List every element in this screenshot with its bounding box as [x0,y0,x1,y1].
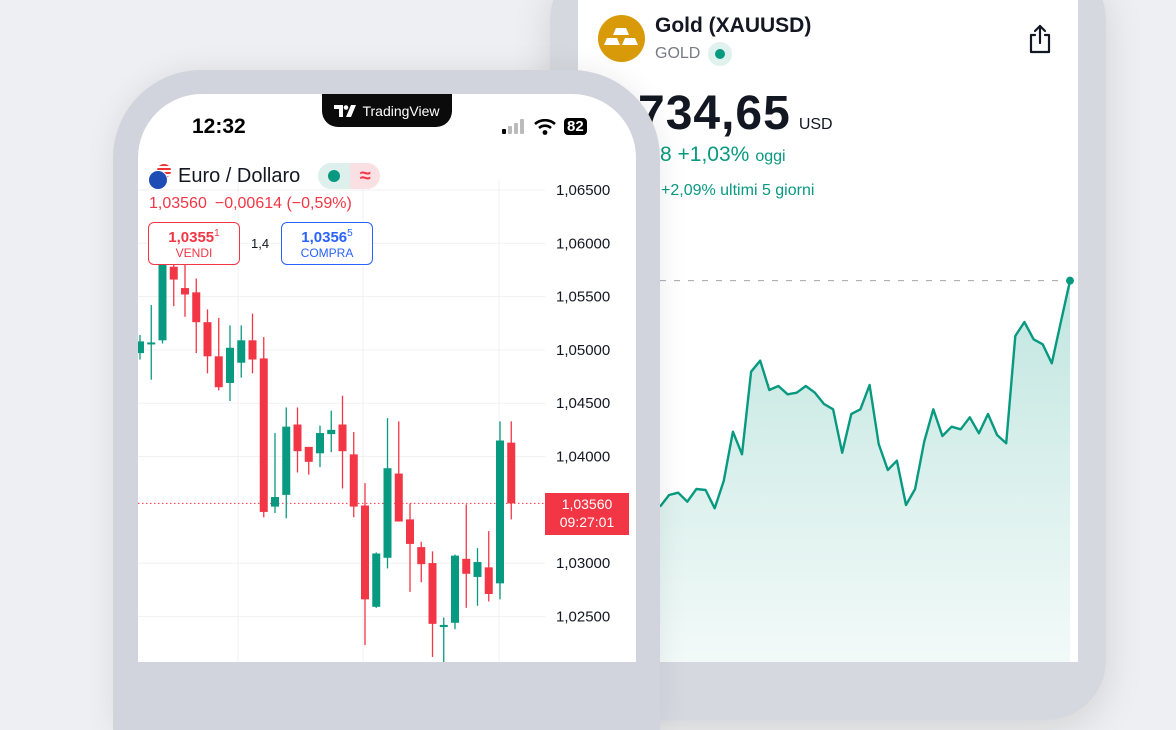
last-price: 1,03560 [149,195,207,212]
y-tick-label: 1,06500 [556,182,610,199]
y-tick-label: 1,05000 [556,342,610,359]
candle-up [473,562,482,577]
candle-up [451,555,459,623]
buy-button[interactable]: 1,03565 COMPRA [281,222,373,265]
bar-countdown: 09:27:01 [559,514,615,530]
y-tick-label: 1,02500 [556,608,610,625]
candle-down [169,266,178,280]
buy-label: COMPRA [300,246,354,260]
series-line [659,280,1072,510]
candle-up [496,440,504,584]
candle-down [484,567,493,595]
candle-down [406,519,414,544]
last-point [1066,276,1074,285]
buy-price-pip: 5 [347,228,353,239]
candle-down [293,424,302,452]
candle-up [372,553,381,607]
change-today: 8 +1,03% [660,143,750,166]
y-tick-label: 1,04500 [556,395,610,412]
sell-button[interactable]: 1,03551 VENDI [148,222,240,265]
share-icon[interactable] [1027,24,1053,59]
candle-down [417,547,426,565]
change-5d: +2,09% ultimi 5 giorni [661,182,815,199]
signal-icon [502,119,524,134]
candle-up [282,426,291,495]
candle-down [507,442,516,504]
candle-up [316,433,324,454]
candle-down [394,473,403,522]
area-fill [660,280,1070,662]
candle-up [138,341,144,354]
eur-usd-flag-icon [148,164,172,190]
candle-down [214,356,223,388]
candle-down [338,424,347,452]
candle-down [462,558,471,574]
candle-down [428,563,437,624]
change-today-label: oggi [755,148,786,165]
gold-currency: USD [798,116,833,133]
battery-level: 82 [567,118,584,135]
gold-screen [578,0,1078,662]
candle-up [158,264,167,341]
sell-price: 1,0355 [168,229,215,246]
candle-down [304,446,313,462]
candle-up [271,497,279,507]
y-tick-label: 1,03000 [556,555,610,572]
candle-up [327,429,336,435]
sell-price-pip: 1 [214,228,220,239]
candle-down [349,454,358,507]
tradingview-logo: TradingView [322,94,452,127]
battery-icon: 82 [564,118,587,135]
candle-up [147,342,156,345]
sell-label: VENDI [175,246,213,260]
wifi-icon [534,118,556,135]
y-tick-label: 1,04000 [556,449,610,466]
candle-down [361,505,369,600]
market-open-icon [708,42,733,66]
candle-up [226,347,234,383]
gold-price: 734,65 [638,87,791,140]
symbol-name[interactable]: Euro / Dollaro [178,164,301,187]
status-time: 12:32 [192,115,246,138]
gold-area-chart [659,276,1074,662]
market-open-icon [318,163,351,189]
delayed-data-icon[interactable]: ≈ [350,163,381,189]
candle-down [203,322,212,357]
candle-down [181,288,189,295]
eurusd-screen: 1,06500 1,06000 1,05500 1,05000 1,04500 1,040… [138,94,636,662]
candle-up [439,624,448,628]
spread: 1,4 [251,236,270,251]
candle-up [237,340,246,363]
symbol-title: Gold (XAUUSD) [655,14,812,37]
candle-down [248,340,257,360]
price-change: −0,00614 (−0,59%) [214,195,352,212]
y-tick-label: 1,06000 [556,235,610,252]
candle-up [383,468,392,558]
logo-text: TradingView [362,102,440,119]
symbol-subtitle: GOLD [655,45,701,62]
candle-down [259,358,268,512]
buy-price: 1,0356 [301,229,348,246]
last-price-label: 1,03560 09:27:01 [545,493,629,535]
y-tick-label: 1,05500 [556,289,610,306]
price-label-value: 1,03560 [561,496,613,512]
candle-down [192,292,201,323]
gold-symbol-icon [598,15,645,62]
